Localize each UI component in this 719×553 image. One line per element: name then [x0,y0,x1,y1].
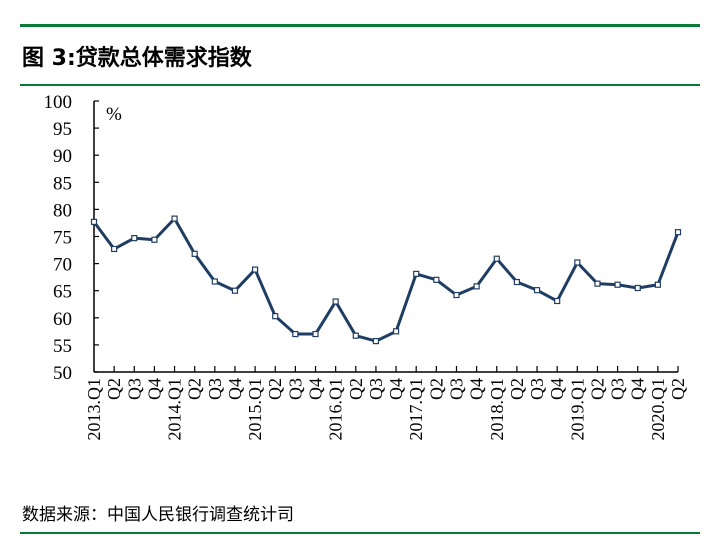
x-tick-label: Q4 [547,378,567,400]
data-point [634,284,641,292]
data-point [533,287,541,294]
x-tick-label: Q3 [446,378,466,400]
y-tick-label: 80 [53,200,72,221]
bottom-rule [20,532,700,534]
data-point [554,297,561,305]
data-point [211,278,218,285]
y-tick-label: 60 [53,309,72,330]
data-point [292,330,299,338]
data-point [473,283,480,290]
data-point [594,280,601,287]
data-point [392,328,400,335]
x-tick-label: Q4 [467,378,487,400]
top-rule [20,24,700,27]
x-tick-label: Q4 [144,378,164,400]
x-tick-label: 2019.Q1 [567,378,587,441]
series-line [92,217,680,343]
data-point [654,281,661,288]
y-tick-label: 75 [53,228,72,249]
y-tick-label: 65 [53,282,72,303]
x-tick-label: Q2 [265,378,285,400]
x-tick-label: 2013.Q1 [84,378,104,441]
data-point [252,266,259,273]
chart-title: 图 3:贷款总体需求指数 [22,46,252,71]
x-tick-label: Q2 [185,378,205,400]
data-point [574,259,581,266]
x-tick-label: 2016.Q1 [326,378,346,441]
data-point [413,270,420,277]
data-point [312,330,319,338]
data-point [272,313,279,320]
data-point [493,255,500,262]
y-tick-label: 90 [53,146,72,167]
data-point [191,250,198,257]
y-tick-label: 55 [53,336,72,357]
data-point [372,338,380,345]
data-point [433,276,440,283]
x-tick-label: Q2 [426,378,446,400]
data-point [151,236,158,243]
data-point [332,298,339,305]
x-tick-label: Q4 [628,378,648,400]
x-tick-label: Q4 [306,378,326,400]
y-tick-label: 95 [53,119,72,140]
data-point [171,215,178,222]
x-tick-label: Q3 [285,378,305,400]
data-point [513,278,520,286]
x-tick-label: Q2 [507,378,527,400]
x-tick-label: Q3 [366,378,386,400]
y-tick-label: 100 [44,92,73,113]
x-tick-label: Q3 [608,378,628,400]
data-point [674,229,682,236]
x-tick-label: Q2 [346,378,366,400]
source-note: 数据来源：中国人民银行调查统计司 [22,505,294,525]
x-tick-label: Q2 [587,378,607,400]
x-tick-label: Q2 [668,378,688,400]
unit-label: % [106,104,122,125]
data-point [231,287,239,294]
data-point [352,332,359,339]
data-point [453,291,460,299]
x-tick-label: Q2 [104,378,124,400]
data-point [90,218,98,225]
y-tick-label: 70 [53,255,72,276]
x-tick-label: Q4 [386,378,406,400]
x-tick-label: 2018.Q1 [487,378,507,441]
data-point [614,281,621,288]
data-point [111,245,118,253]
x-tick-label: 2017.Q1 [406,378,426,441]
x-tick-label: Q3 [124,378,144,400]
title-rule [20,84,700,86]
x-tick-label: Q3 [205,378,225,400]
x-tick-label: 2020.Q1 [648,378,668,441]
x-tick-label: 2014.Q1 [165,378,185,441]
x-tick-label: Q4 [225,378,245,400]
y-tick-label: 50 [53,363,72,384]
y-tick-label: 85 [53,173,72,194]
data-point [131,235,138,242]
x-tick-label: Q3 [527,378,547,400]
x-tick-label: 2015.Q1 [245,378,265,441]
